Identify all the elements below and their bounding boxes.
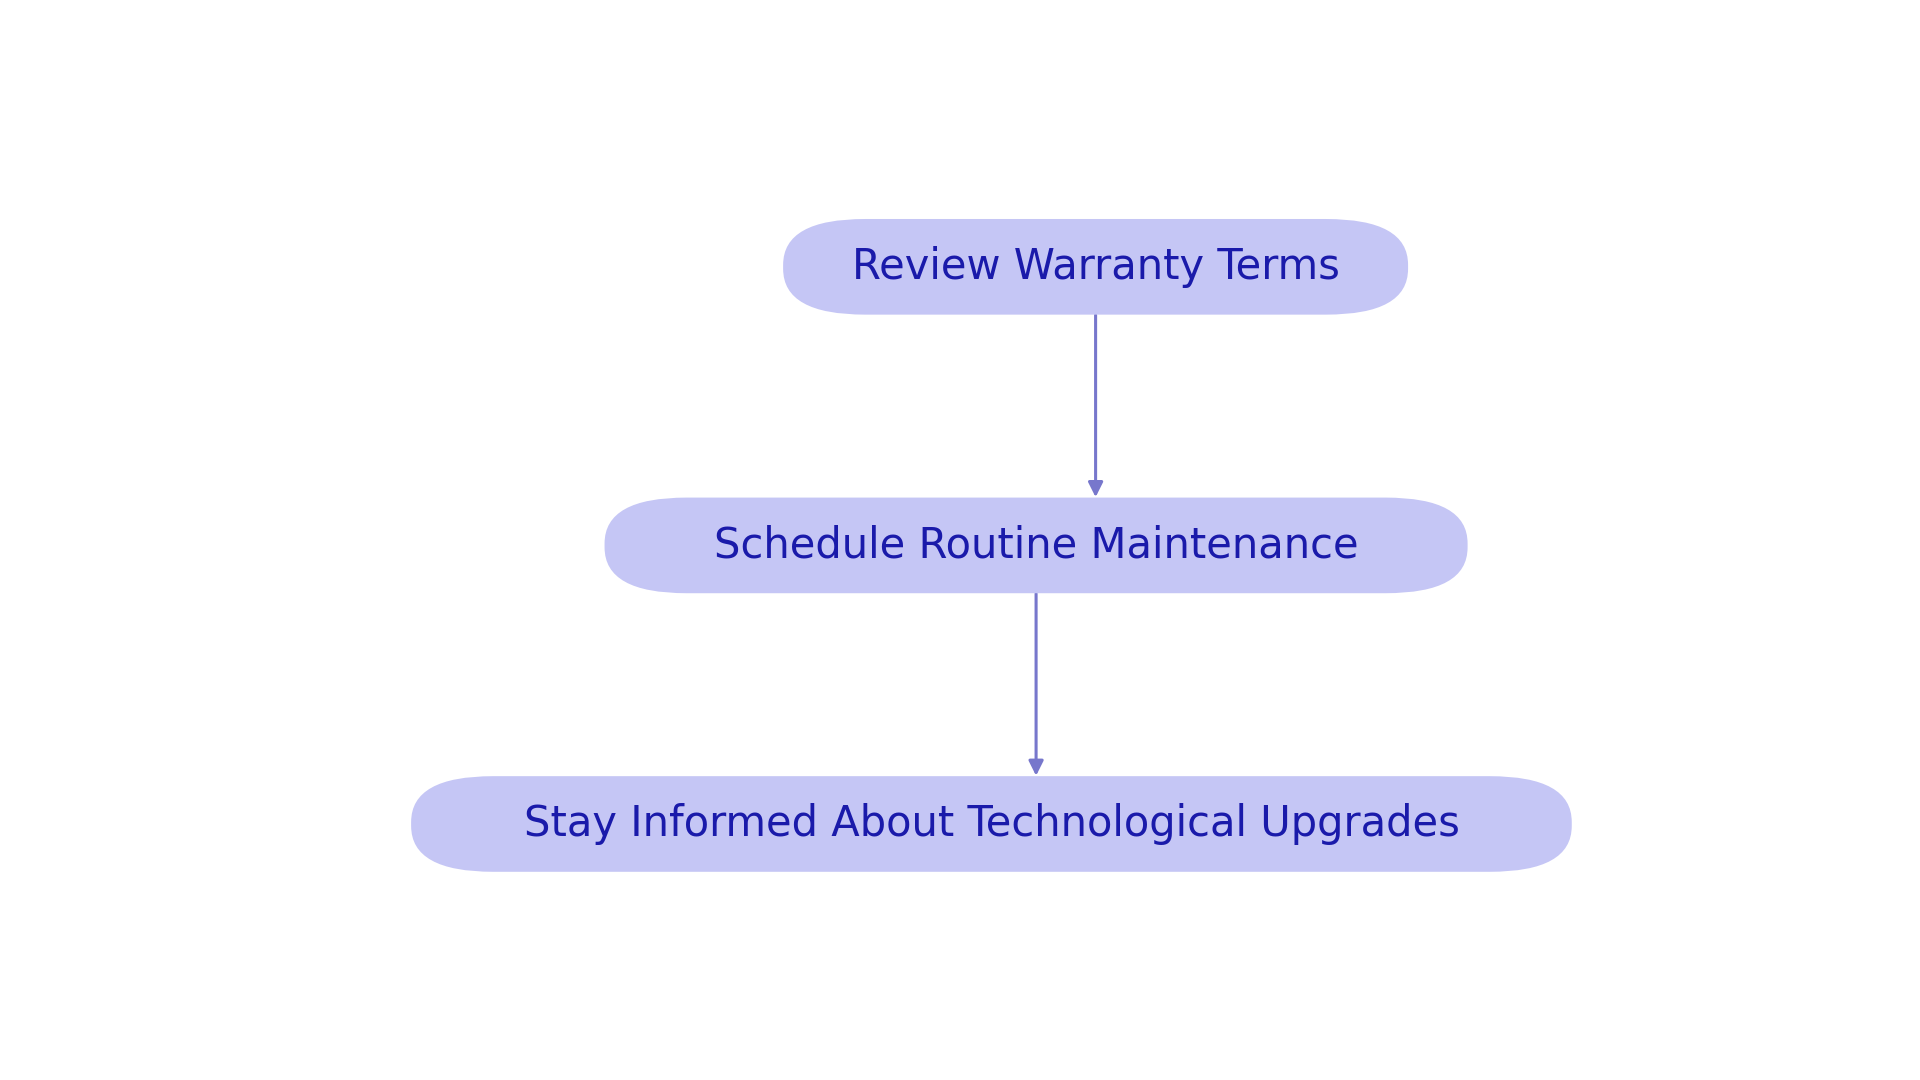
- FancyBboxPatch shape: [783, 219, 1407, 314]
- Text: Stay Informed About Technological Upgrades: Stay Informed About Technological Upgrad…: [524, 804, 1459, 845]
- Text: Schedule Routine Maintenance: Schedule Routine Maintenance: [714, 525, 1357, 566]
- FancyBboxPatch shape: [411, 777, 1572, 872]
- Text: Review Warranty Terms: Review Warranty Terms: [852, 246, 1340, 287]
- FancyBboxPatch shape: [605, 498, 1467, 593]
